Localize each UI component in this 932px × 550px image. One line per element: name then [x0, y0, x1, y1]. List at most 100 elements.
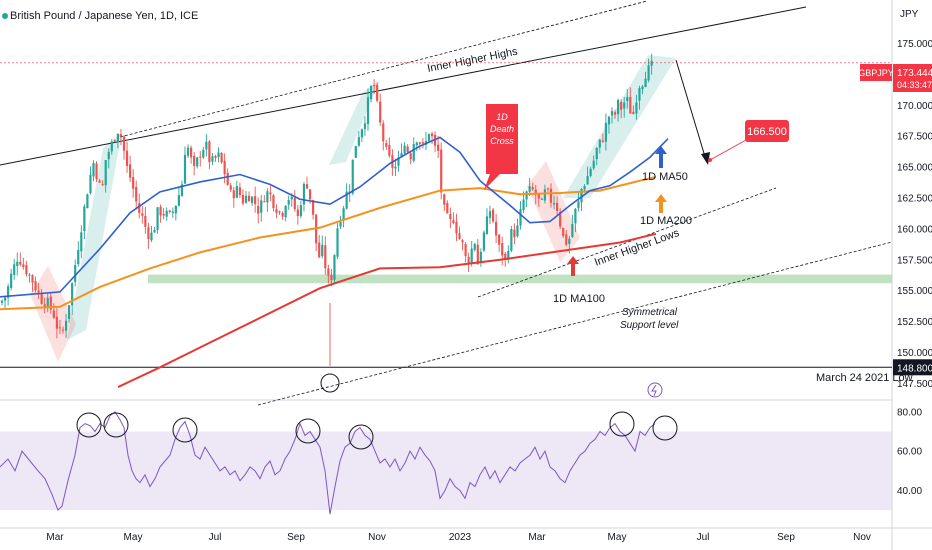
candle-body	[556, 202, 559, 212]
candle-body	[531, 187, 534, 190]
candle-body	[251, 196, 254, 203]
candle-body	[104, 160, 107, 186]
rsi-highlight-circle-2	[103, 412, 129, 438]
candle-body	[369, 86, 373, 100]
candle-body	[132, 177, 135, 189]
candle-body	[257, 205, 260, 214]
inner-higher-lows-line	[477, 187, 777, 298]
candle-body	[601, 140, 604, 142]
candle-body	[119, 134, 123, 137]
candle-body	[61, 329, 65, 331]
target-connector	[709, 139, 747, 161]
death-cross-callout	[484, 104, 518, 190]
candle-body	[403, 145, 406, 154]
candle-body	[571, 223, 574, 237]
ma100-line	[117, 232, 657, 388]
candle-body	[482, 232, 485, 251]
candle-body	[305, 184, 309, 189]
last-price-tag	[893, 64, 932, 92]
candle-body	[3, 297, 7, 301]
candle-body	[540, 198, 543, 200]
y-tick-label: 155.000	[897, 286, 932, 297]
candle-body	[467, 256, 470, 264]
candle-body	[470, 248, 473, 264]
candle-body	[107, 151, 110, 160]
candle-body	[296, 209, 299, 217]
y-tick-label: 170.000	[897, 101, 932, 112]
candle-body	[217, 152, 220, 158]
candle-body	[632, 111, 635, 114]
candle-body	[577, 201, 580, 208]
candle-body	[43, 304, 46, 307]
candle-body	[150, 232, 153, 241]
candle-body	[394, 166, 397, 169]
x-tick-label: 2023	[449, 532, 472, 543]
candle-body	[19, 261, 22, 265]
candle-body	[68, 305, 71, 320]
candle-body	[95, 163, 98, 180]
candle-body	[174, 205, 177, 214]
y-tick-label: 147.500	[897, 379, 932, 390]
candle-body	[565, 234, 568, 245]
candle-body	[604, 122, 607, 142]
candle-body	[116, 133, 119, 143]
candle-body	[71, 283, 74, 306]
candle-body	[330, 274, 333, 281]
candle-body	[321, 244, 324, 257]
candle-body	[165, 210, 168, 217]
candle-body	[138, 203, 141, 213]
candle-body	[308, 189, 312, 200]
candle-body	[22, 264, 25, 267]
ma100-arrow-head	[567, 256, 579, 264]
candle-body	[342, 208, 345, 221]
chart-title: British Pound / Japanese Yen, 1D, ICE	[10, 10, 198, 22]
candle-body	[272, 195, 275, 209]
low-highlight-circle	[320, 373, 340, 393]
candle-body	[607, 116, 611, 125]
rsi-highlight-circle-3	[172, 417, 198, 443]
candle-body	[583, 186, 586, 190]
candle-body	[345, 191, 348, 209]
projection-arrowhead	[701, 152, 710, 165]
candle-body	[406, 146, 409, 153]
candle-body	[80, 232, 83, 252]
death-cross-text-2: Death	[490, 124, 514, 134]
last-price-label: 173.444	[897, 68, 932, 79]
candle-body	[260, 200, 263, 213]
candle-body	[440, 149, 443, 193]
candle-body	[409, 153, 412, 160]
candle-body	[16, 261, 19, 267]
candle-body	[159, 206, 162, 216]
ma200-label: 1D MA200	[640, 215, 692, 227]
x-tick-label: Mar	[46, 532, 64, 543]
candle-body	[546, 188, 550, 190]
target-badge[interactable]	[745, 120, 789, 142]
candle-body	[40, 293, 43, 304]
death-cross-text-1: 1D	[496, 112, 508, 122]
x-tick-label: May	[124, 532, 143, 543]
symbol-tag-label: GBPJPY	[858, 68, 894, 78]
rsi-tick-label: 60.00	[897, 447, 922, 458]
candle-body	[485, 216, 489, 235]
candle-body	[592, 160, 595, 169]
candle-body	[641, 86, 644, 90]
candle-body	[110, 141, 113, 152]
candle-body	[226, 172, 229, 185]
candle-body	[446, 202, 449, 214]
candle-body	[455, 221, 458, 234]
inner-higher-highs-line	[0, 6, 807, 166]
candle-body	[458, 233, 461, 239]
candle-body	[562, 227, 565, 236]
target-label: 166.500	[747, 126, 787, 138]
candle-body	[171, 211, 174, 213]
candle-body	[135, 186, 138, 202]
alert-icon[interactable]	[647, 382, 663, 398]
candle-body	[46, 297, 49, 308]
candle-body	[613, 112, 617, 115]
y-tick-label: 150.000	[897, 348, 932, 359]
candle-body	[549, 188, 553, 203]
x-tick-label: May	[608, 532, 627, 543]
candle-body	[437, 144, 440, 151]
x-tick-label: Sep	[287, 532, 305, 543]
